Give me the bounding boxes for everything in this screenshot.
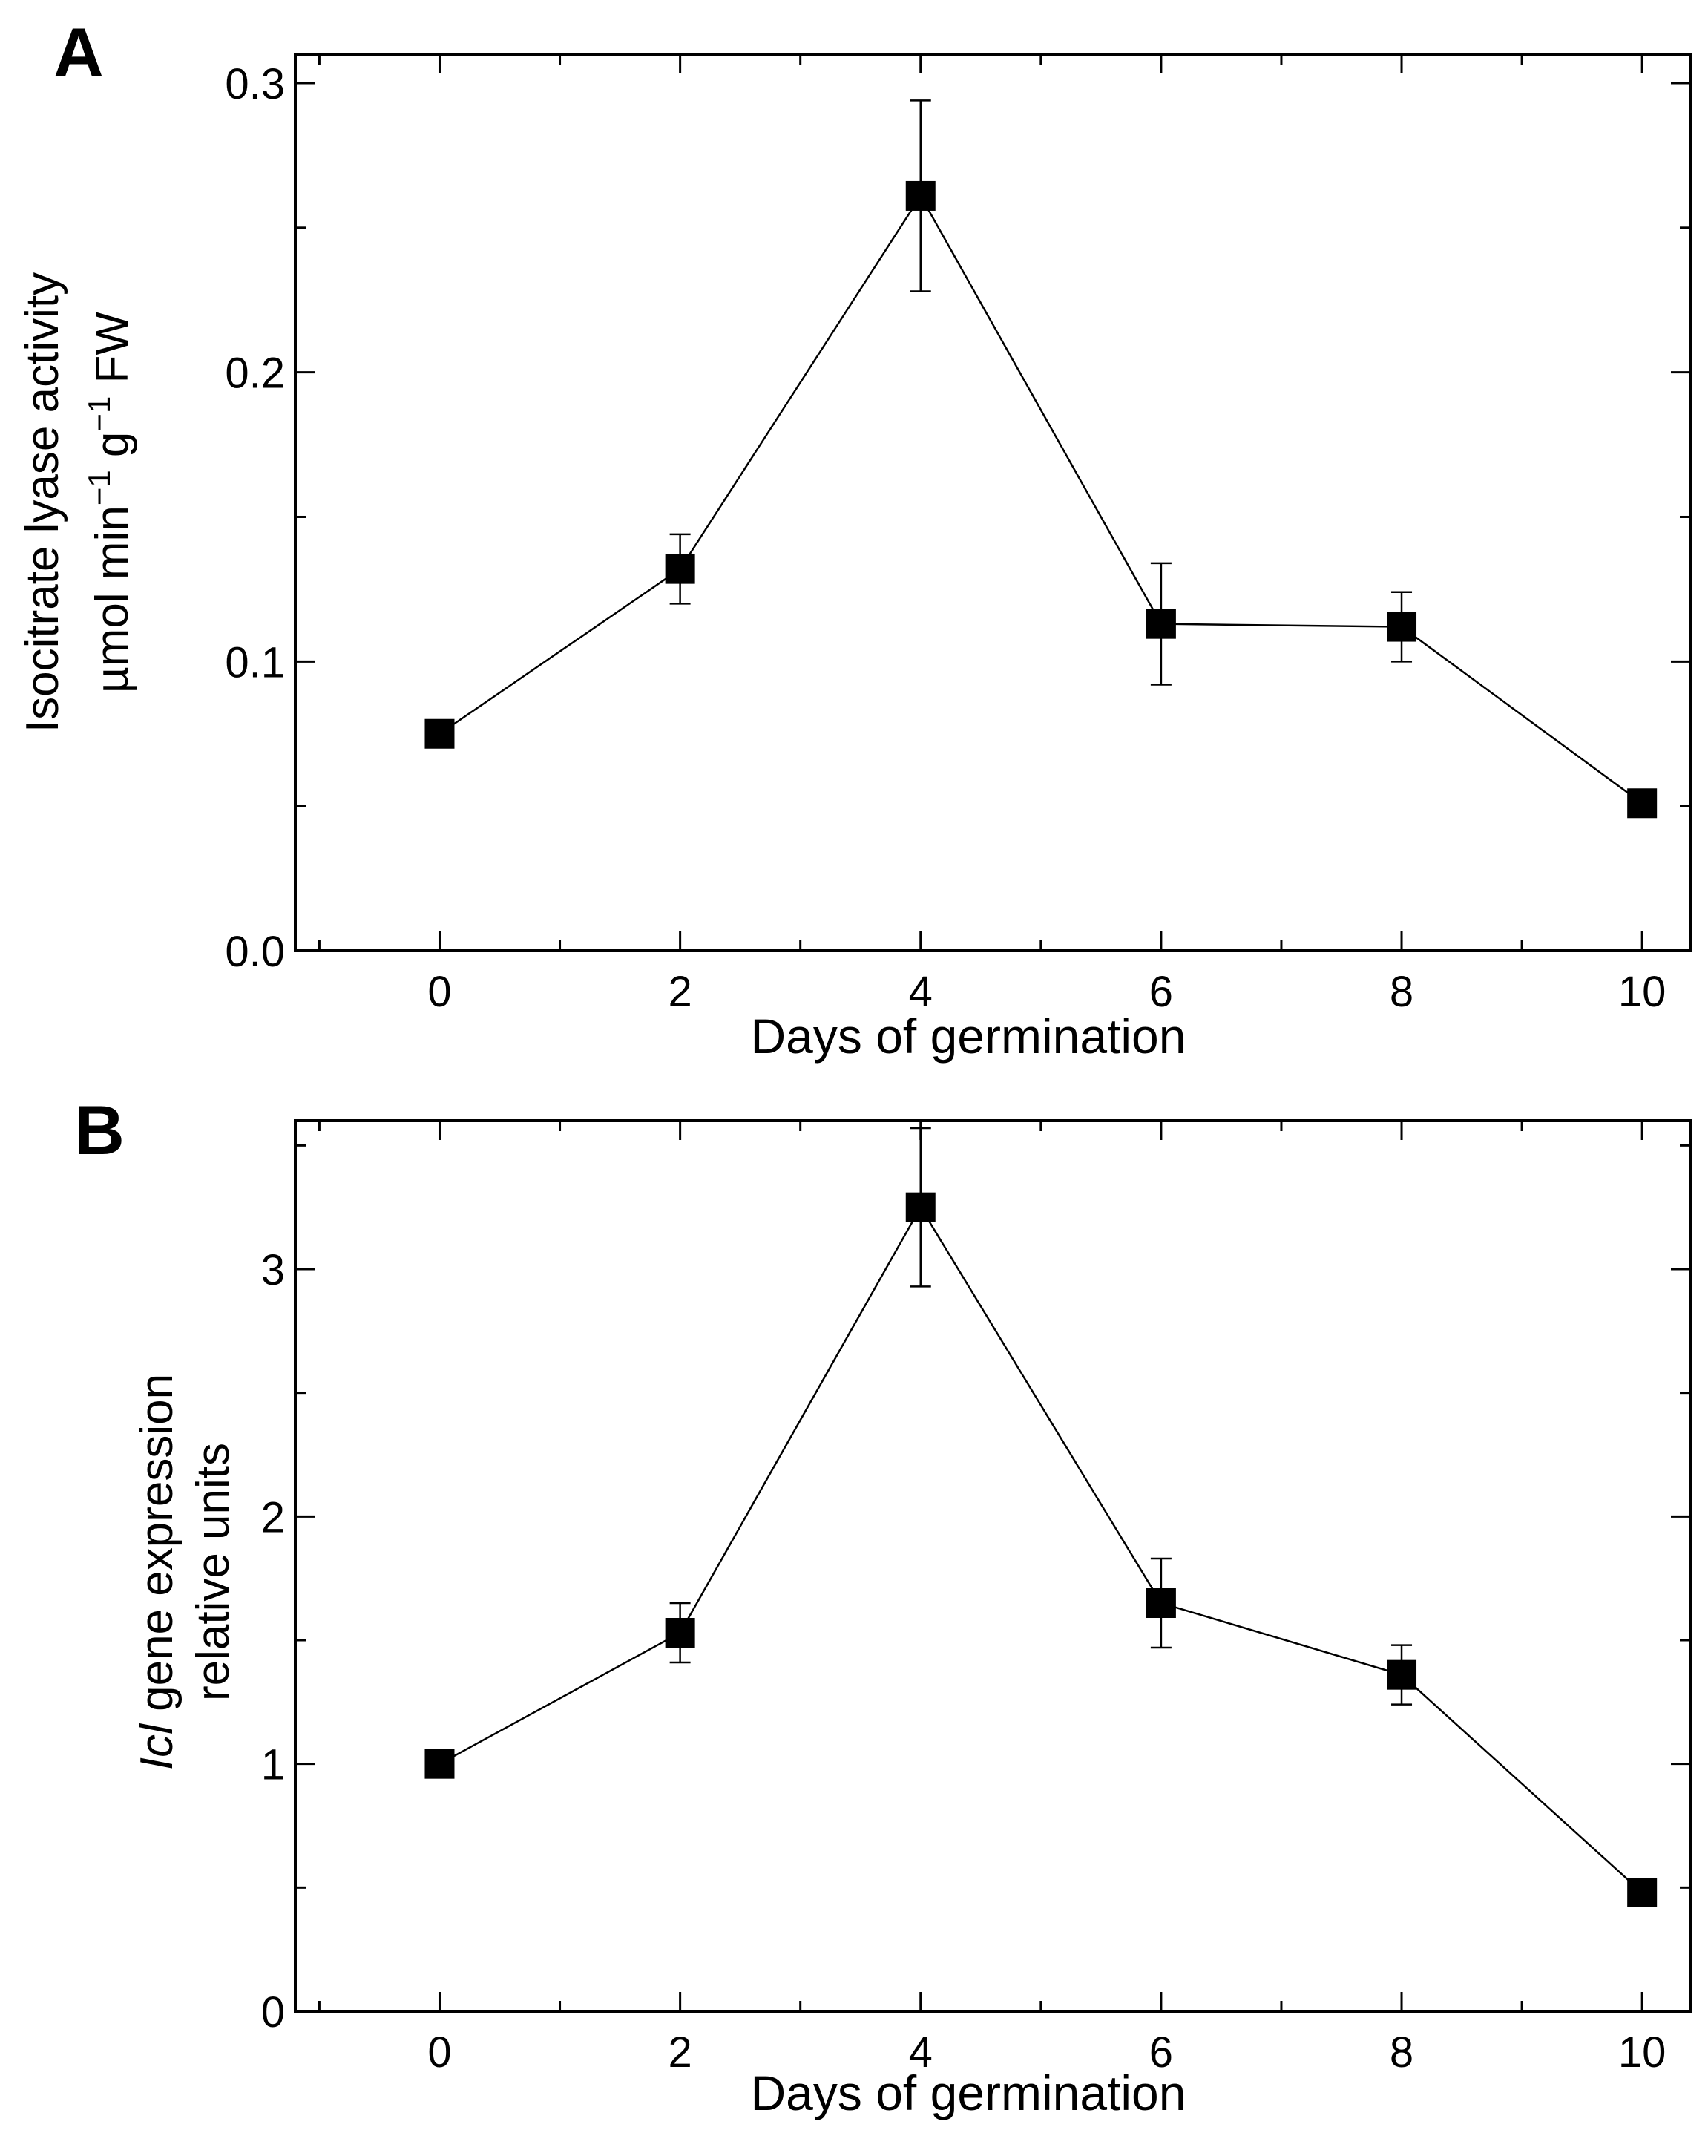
panel-a-xtick-labels: 0 2 4 6 8 10 [427,968,1666,1016]
panel-b-data-point [665,1618,695,1648]
panel-a-ytick-label: 0.1 [225,638,285,687]
panel-a-xtick-label: 0 [427,968,451,1016]
panel-b-y-axis-title-line1: Icl gene expression [131,1374,183,1770]
panel-b-data-point [1387,1659,1417,1690]
panel-b-series-line [439,1205,1643,1893]
panel-a: A 0.0 0.1 0.2 0.3 0 2 4 6 8 10 Days of germinati… [17,13,1692,1064]
panel-b-xtick-label: 0 [427,2028,451,2077]
panel-b-y-axis-title-line2: relative units [188,1443,239,1701]
panel-a-plot-frame [294,53,1692,952]
panel-b-xtick-labels: 0 2 4 6 8 10 [427,2028,1666,2077]
panel-a-data [424,99,1658,819]
panel-b-data [424,1127,1658,1907]
panel-a-ticks [295,54,1690,952]
panel-a-xtick-label: 10 [1618,968,1666,1016]
panel-b-x-axis-title: Days of germination [751,2065,1186,2120]
panel-a-series-line [439,194,1643,805]
panel-a-data-point [1387,612,1417,642]
panel-a-ytick-label: 0.0 [225,928,285,976]
panel-a-data-point [665,554,695,584]
panel-a-ytick-labels: 0.0 0.1 0.2 0.3 [225,60,285,976]
panel-b-ytick-label: 2 [261,1493,285,1541]
panel-a-xtick-label: 4 [909,968,933,1016]
panel-b-ticks [295,1121,1690,2013]
panel-a-x-axis-title: Days of germination [751,1009,1186,1064]
panel-b-y-axis-title: Icl gene expression relative units [131,1374,239,1770]
panel-a-y-axis-title-line1: Isocitrate lyase activity [17,272,68,733]
panel-b-plot-frame [294,1119,1692,2013]
panel-a-data-point [424,718,455,749]
panel-a-data-point [1146,609,1176,639]
panel-a-xtick-label: 2 [668,968,692,1016]
panel-b-xtick-label: 10 [1618,2028,1666,2077]
panel-b-xtick-label: 8 [1390,2028,1413,2077]
panel-a-ytick-label: 0.3 [225,60,285,108]
panel-a-y-axis-title: Isocitrate lyase activity µmol min−1 g−1… [17,272,138,733]
panel-b-ytick-label: 1 [261,1741,285,1789]
panel-a-label: A [53,13,104,91]
panel-a-y-axis-title-line2: µmol min−1 g−1 FW [82,312,138,693]
panel-a-data-point [1627,788,1658,819]
panel-a-xtick-label: 8 [1390,968,1413,1016]
panel-b-data-point [424,1749,455,1779]
panel-b-ytick-label: 3 [261,1246,285,1294]
panel-a-xtick-label: 6 [1149,968,1173,1016]
panel-b-label: B [74,1091,125,1169]
panel-b-data-point [905,1192,936,1222]
panel-b-data-point [1146,1588,1176,1618]
panel-b-xtick-label: 2 [668,2028,692,2077]
panel-b: B 0 1 2 3 0 2 4 6 8 10 Days of germination Icl g… [74,1091,1692,2120]
panel-a-data-point [905,180,936,211]
panel-b-xtick-label: 4 [909,2028,933,2077]
panel-b-xtick-label: 6 [1149,2028,1173,2077]
panel-a-ytick-label: 0.2 [225,350,285,398]
panel-b-ytick-label: 0 [261,1988,285,2037]
panel-b-ytick-labels: 0 1 2 3 [261,1246,285,2037]
panel-b-data-point [1627,1878,1658,1907]
